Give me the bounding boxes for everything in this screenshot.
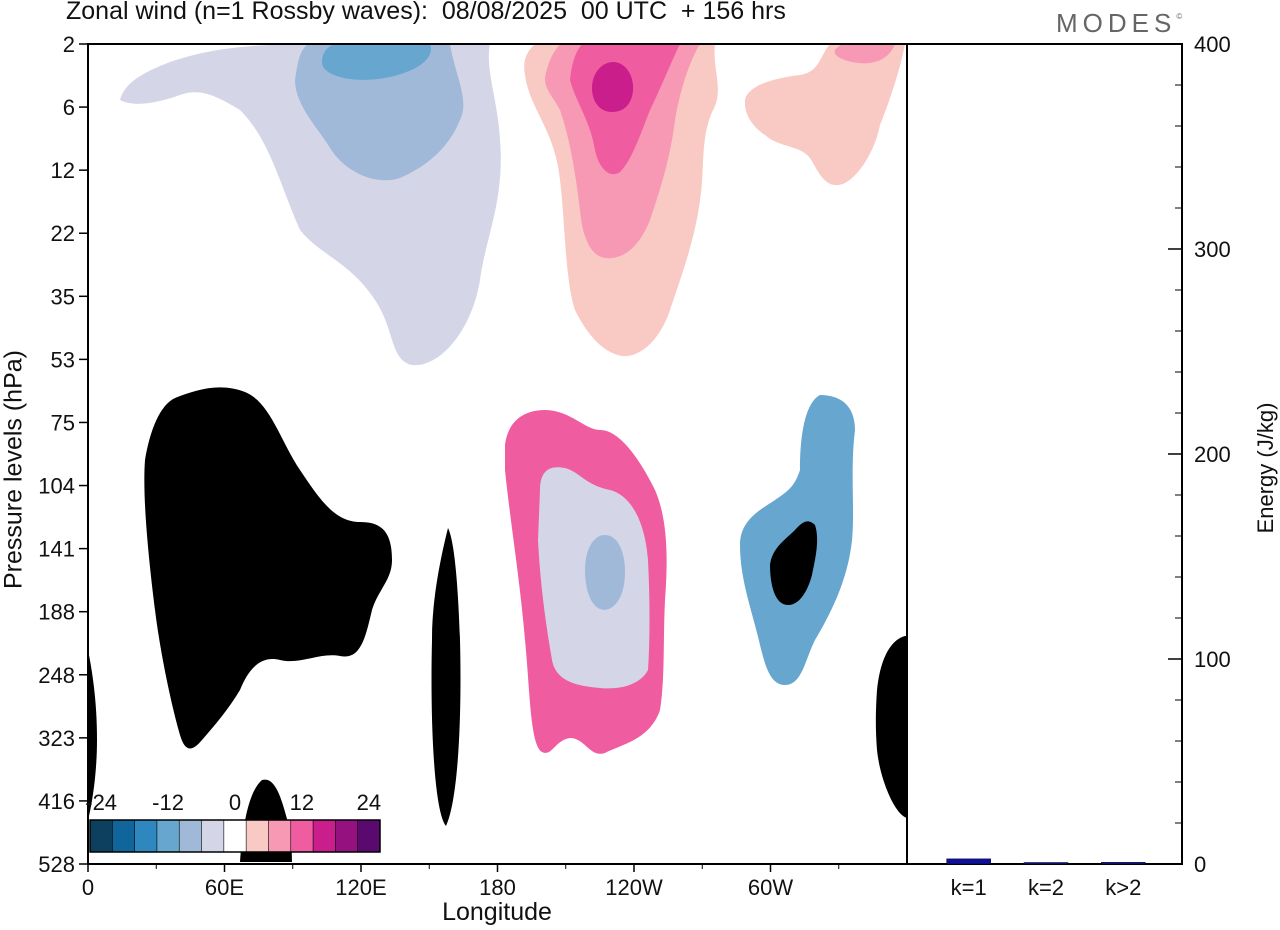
colorbar-swatch <box>290 820 314 852</box>
x-tick-label: 120W <box>605 875 663 900</box>
contour-upper-westerly-4b <box>744 44 905 186</box>
contour-upper-easterly-12 <box>322 44 431 80</box>
y-tick-label: 104 <box>38 474 75 499</box>
colorbar: -24 -12 0 12 24 <box>85 790 381 853</box>
chart-title: Zonal wind (n=1 Rossby waves): 08/08/202… <box>66 0 786 25</box>
contour-lower-westerly-12a <box>585 535 625 610</box>
y-tick-label: 416 <box>38 789 75 814</box>
y-tick-label: 528 <box>38 852 75 877</box>
y-tick-label: 6 <box>63 95 75 120</box>
contour-layer <box>88 44 907 862</box>
energy-tick-label: 300 <box>1194 237 1231 262</box>
energy-bar <box>1101 862 1146 865</box>
contour-lower-westerly-4c <box>431 528 461 826</box>
x-tick-label: 180 <box>479 875 516 900</box>
colorbar-swatch <box>223 820 247 852</box>
contour-lower-easterly-12a <box>183 473 277 618</box>
x-tick-label: 60E <box>205 875 244 900</box>
x-tick-label: 60W <box>748 875 793 900</box>
colorbar-label: 12 <box>290 790 314 815</box>
colorbar-swatch <box>134 820 158 852</box>
energy-bar <box>1023 862 1069 865</box>
colorbar-swatch <box>268 820 292 852</box>
contour-upper-westerly-8b <box>834 44 895 64</box>
colorbar-swatch <box>201 820 225 852</box>
y-tick-label: 141 <box>38 537 75 562</box>
y-tick-label: 35 <box>51 284 75 309</box>
energy-tick-label: 200 <box>1194 442 1231 467</box>
energy-bar-label: k=2 <box>1028 875 1064 900</box>
brand-logo: MODES© <box>1056 8 1182 39</box>
colorbar-swatch <box>90 820 113 852</box>
y-tick-label: 22 <box>51 221 75 246</box>
contour-upper-easterly-8 <box>295 44 464 181</box>
energy-tick-label: 0 <box>1194 852 1206 877</box>
energy-tick-label: 100 <box>1194 647 1231 672</box>
y-tick-label: 75 <box>51 410 75 435</box>
colorbar-swatch <box>357 820 381 852</box>
y-tick-label: 248 <box>38 663 75 688</box>
y-tick-label: 323 <box>38 726 75 751</box>
contour-lower-westerly-8b <box>770 521 818 605</box>
colorbar-label: 0 <box>229 790 241 815</box>
brand-name: MODES <box>1056 8 1177 38</box>
colorbar-swatch <box>246 820 269 852</box>
colorbar-frame <box>89 819 381 853</box>
energy-bar-label: k=1 <box>951 875 987 900</box>
colorbar-swatch <box>156 820 180 852</box>
y-tick-label: 2 <box>63 32 75 57</box>
colorbar-label: -12 <box>152 790 184 815</box>
y-tick-label: 188 <box>38 600 75 625</box>
colorbar-swatch <box>335 820 358 852</box>
y-tick-label: 53 <box>51 347 75 372</box>
contour-lower-easterly-4b <box>875 636 907 818</box>
copyright-mark: © <box>1176 12 1183 21</box>
energy-bars: k=1 k=2 k>2 <box>946 858 1146 900</box>
x-tick-label: 120E <box>335 875 386 900</box>
colorbar-swatch <box>112 820 135 852</box>
energy-tick-label: 400 <box>1194 32 1231 57</box>
axes-layer: 0 60E 120E 180 120W 60W 2 6 12 22 35 53 75 104 141 188 2… <box>38 32 1230 900</box>
colorbar-label: -24 <box>85 790 117 815</box>
energy-bar <box>946 858 991 865</box>
x-tick-label: 0 <box>82 875 94 900</box>
colorbar-label: 24 <box>357 790 381 815</box>
x-axis-label: Longitude <box>442 898 552 926</box>
colorbar-swatch <box>179 820 202 852</box>
colorbar-swatch <box>313 820 336 852</box>
contour-upper-westerly-16 <box>592 62 634 112</box>
energy-bar-label: k>2 <box>1105 875 1141 900</box>
contour-lower-easterly-4c <box>88 650 97 820</box>
y-tick-label: 12 <box>51 158 75 183</box>
